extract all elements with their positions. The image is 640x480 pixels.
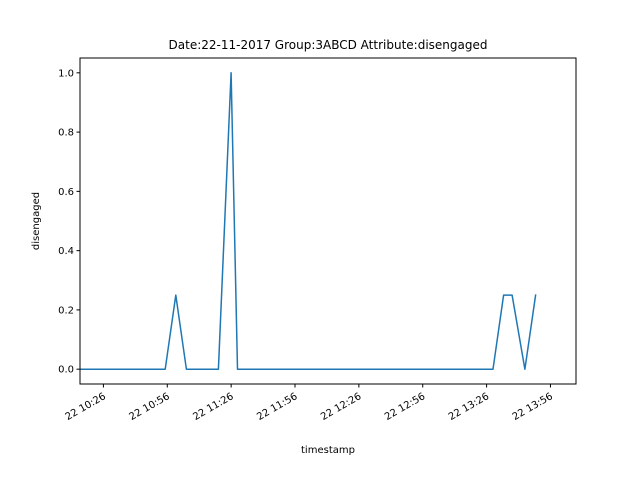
y-tick-label: 0.2 bbox=[58, 305, 74, 316]
x-axis-label: timestamp bbox=[301, 445, 355, 456]
plot-area bbox=[80, 58, 576, 384]
y-tick-label: 1.0 bbox=[58, 68, 74, 79]
y-tick-label: 0.8 bbox=[58, 128, 74, 139]
series-layer bbox=[79, 72, 537, 370]
plot-frame bbox=[79, 57, 577, 385]
y-tick-label: 0.0 bbox=[58, 365, 74, 376]
y-tick-label: 0.6 bbox=[58, 187, 74, 198]
y-tick-label: 0.4 bbox=[58, 246, 74, 257]
series-line-0 bbox=[79, 72, 537, 370]
chart-title: Date:22-11-2017 Group:3ABCD Attribute:di… bbox=[169, 38, 488, 52]
y-axis: 0.0 0.2 0.4 0.6 0.8 1.0 bbox=[58, 68, 80, 376]
y-axis-label: disengaged bbox=[31, 192, 42, 250]
